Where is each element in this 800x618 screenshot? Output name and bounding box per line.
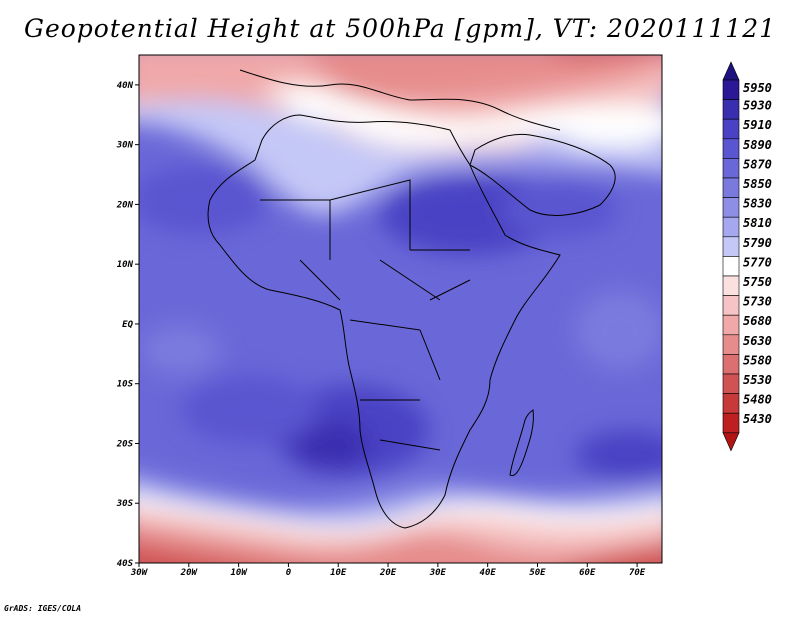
colorbar-cell (722, 334, 740, 355)
colorbar-cell (722, 373, 740, 394)
colorbar-cell (722, 197, 740, 218)
y-tick-label: 20S (116, 439, 134, 449)
colorbar-label: 5810 (743, 216, 772, 230)
colorbar-label: 5950 (743, 81, 772, 95)
colorbar-cell (722, 158, 740, 179)
colorbar-cell (722, 216, 740, 238)
colorbar-bottom-arrow (722, 432, 740, 452)
colorbar-label: 5910 (743, 118, 772, 132)
x-tick-label: 20E (379, 568, 397, 578)
colorbar-cell (722, 118, 740, 140)
x-tick-label: 60E (579, 568, 596, 578)
y-tick-label: 20N (116, 200, 134, 210)
colorbar-label: 5750 (743, 275, 772, 289)
y-tick-label: 40N (117, 81, 134, 91)
x-tick-label: 50E (529, 568, 546, 578)
mediterranean-coast-north (239, 69, 561, 131)
plot-frame (138, 54, 663, 564)
y-tick-label: 30N (116, 141, 134, 151)
coastlines (207, 69, 616, 529)
colorbar-cell (722, 256, 740, 277)
colorbar-label: 5870 (743, 157, 772, 171)
colorbar-cell (722, 236, 740, 257)
y-axis: 40S 30S 20S 10S EQ 10N 20N 30N 40N (116, 81, 139, 569)
colorbar-label: 5580 (743, 353, 772, 367)
x-tick-label: 0 (286, 568, 292, 578)
colorbar-cell (722, 99, 740, 120)
colorbar-cell (722, 412, 740, 434)
colorbar-label: 5930 (743, 99, 772, 113)
colorbar-label: 5770 (743, 255, 772, 269)
height-field (139, 55, 662, 563)
border-lines (260, 179, 471, 451)
colorbar-label: 5850 (743, 177, 772, 191)
colorbar-top-arrow (722, 61, 740, 81)
y-tick-label: 40S (117, 559, 134, 569)
colorbar-label: 5790 (743, 236, 772, 250)
colorbar-label: 5680 (743, 314, 772, 328)
x-tick-label: 30E (429, 568, 447, 578)
x-tick-label: 10W (230, 568, 248, 578)
colorbar-label: 5890 (743, 138, 772, 152)
x-tick-label: 70E (629, 568, 646, 578)
grads-credit: GrADS: IGES/COLA (4, 604, 82, 613)
colorbar-label: 5630 (743, 334, 772, 348)
madagascar-coastline (509, 409, 534, 477)
colorbar-cell (722, 275, 740, 296)
colorbar-cell (722, 177, 740, 198)
x-tick-label: 20W (180, 568, 199, 578)
x-tick-label: 30W (130, 568, 149, 578)
colorbar-label: 5730 (743, 295, 772, 309)
colorbar-cell (722, 314, 740, 336)
colorbar-label: 5430 (743, 412, 772, 426)
map-title: Geopotential Height at 500hPa [gpm], VT:… (23, 14, 777, 43)
colorbar-cell (722, 295, 740, 316)
y-tick-label: 30S (116, 499, 134, 509)
colorbar-cell (722, 354, 740, 375)
x-tick-label: 10E (330, 568, 347, 578)
colorbar-cell (722, 79, 740, 100)
colorbar-label: 5530 (743, 373, 772, 387)
colorbar: 5950 5930 5910 5890 5870 5850 5830 5810 5790 5770… (722, 61, 772, 452)
y-tick-label: 10S (117, 380, 134, 390)
arabian-peninsula (469, 133, 616, 216)
x-axis: 30W 20W 10W 0 10E 20E 30E 40E 50E 60E 70E (130, 563, 646, 578)
colorbar-label: 5830 (743, 197, 772, 211)
x-tick-label: 40E (480, 568, 497, 578)
y-tick-label: 10N (117, 260, 134, 270)
africa-coastline (207, 114, 561, 529)
colorbar-label: 5480 (743, 393, 772, 407)
colorbar-cell (722, 393, 740, 414)
y-tick-label: EQ (122, 320, 133, 330)
colorbar-cell (722, 138, 740, 159)
